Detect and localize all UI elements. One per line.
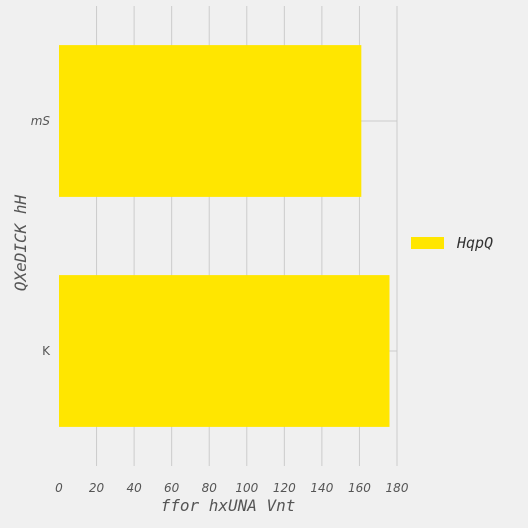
x-tick-label: 20 <box>89 481 105 495</box>
x-tick-label: 180 <box>386 481 409 495</box>
bar-mS <box>59 45 362 197</box>
y-axis-ticks: mS K <box>31 114 51 358</box>
x-tick-label: 80 <box>202 481 218 495</box>
legend: HqpQ <box>411 234 493 252</box>
bar-K <box>59 275 390 427</box>
x-axis-ticks: 0 20 40 60 80 100 120 140 160 180 <box>55 481 409 495</box>
y-tick-label: K <box>42 344 51 358</box>
x-tick-label: 0 <box>55 481 63 495</box>
legend-label: HqpQ <box>456 234 493 252</box>
y-tick-label: mS <box>31 114 51 128</box>
x-tick-label: 100 <box>235 481 258 495</box>
x-tick-label: 40 <box>126 481 142 495</box>
x-tick-label: 120 <box>273 481 296 495</box>
x-tick-label: 140 <box>310 481 333 495</box>
x-tick-label: 60 <box>164 481 180 495</box>
x-axis-title: ffor hxUNA Vnt <box>161 496 296 515</box>
x-tick-label: 160 <box>348 481 371 495</box>
y-axis-title: QXeDICK hH <box>11 194 30 291</box>
legend-swatch <box>411 237 444 249</box>
bars <box>59 45 390 427</box>
